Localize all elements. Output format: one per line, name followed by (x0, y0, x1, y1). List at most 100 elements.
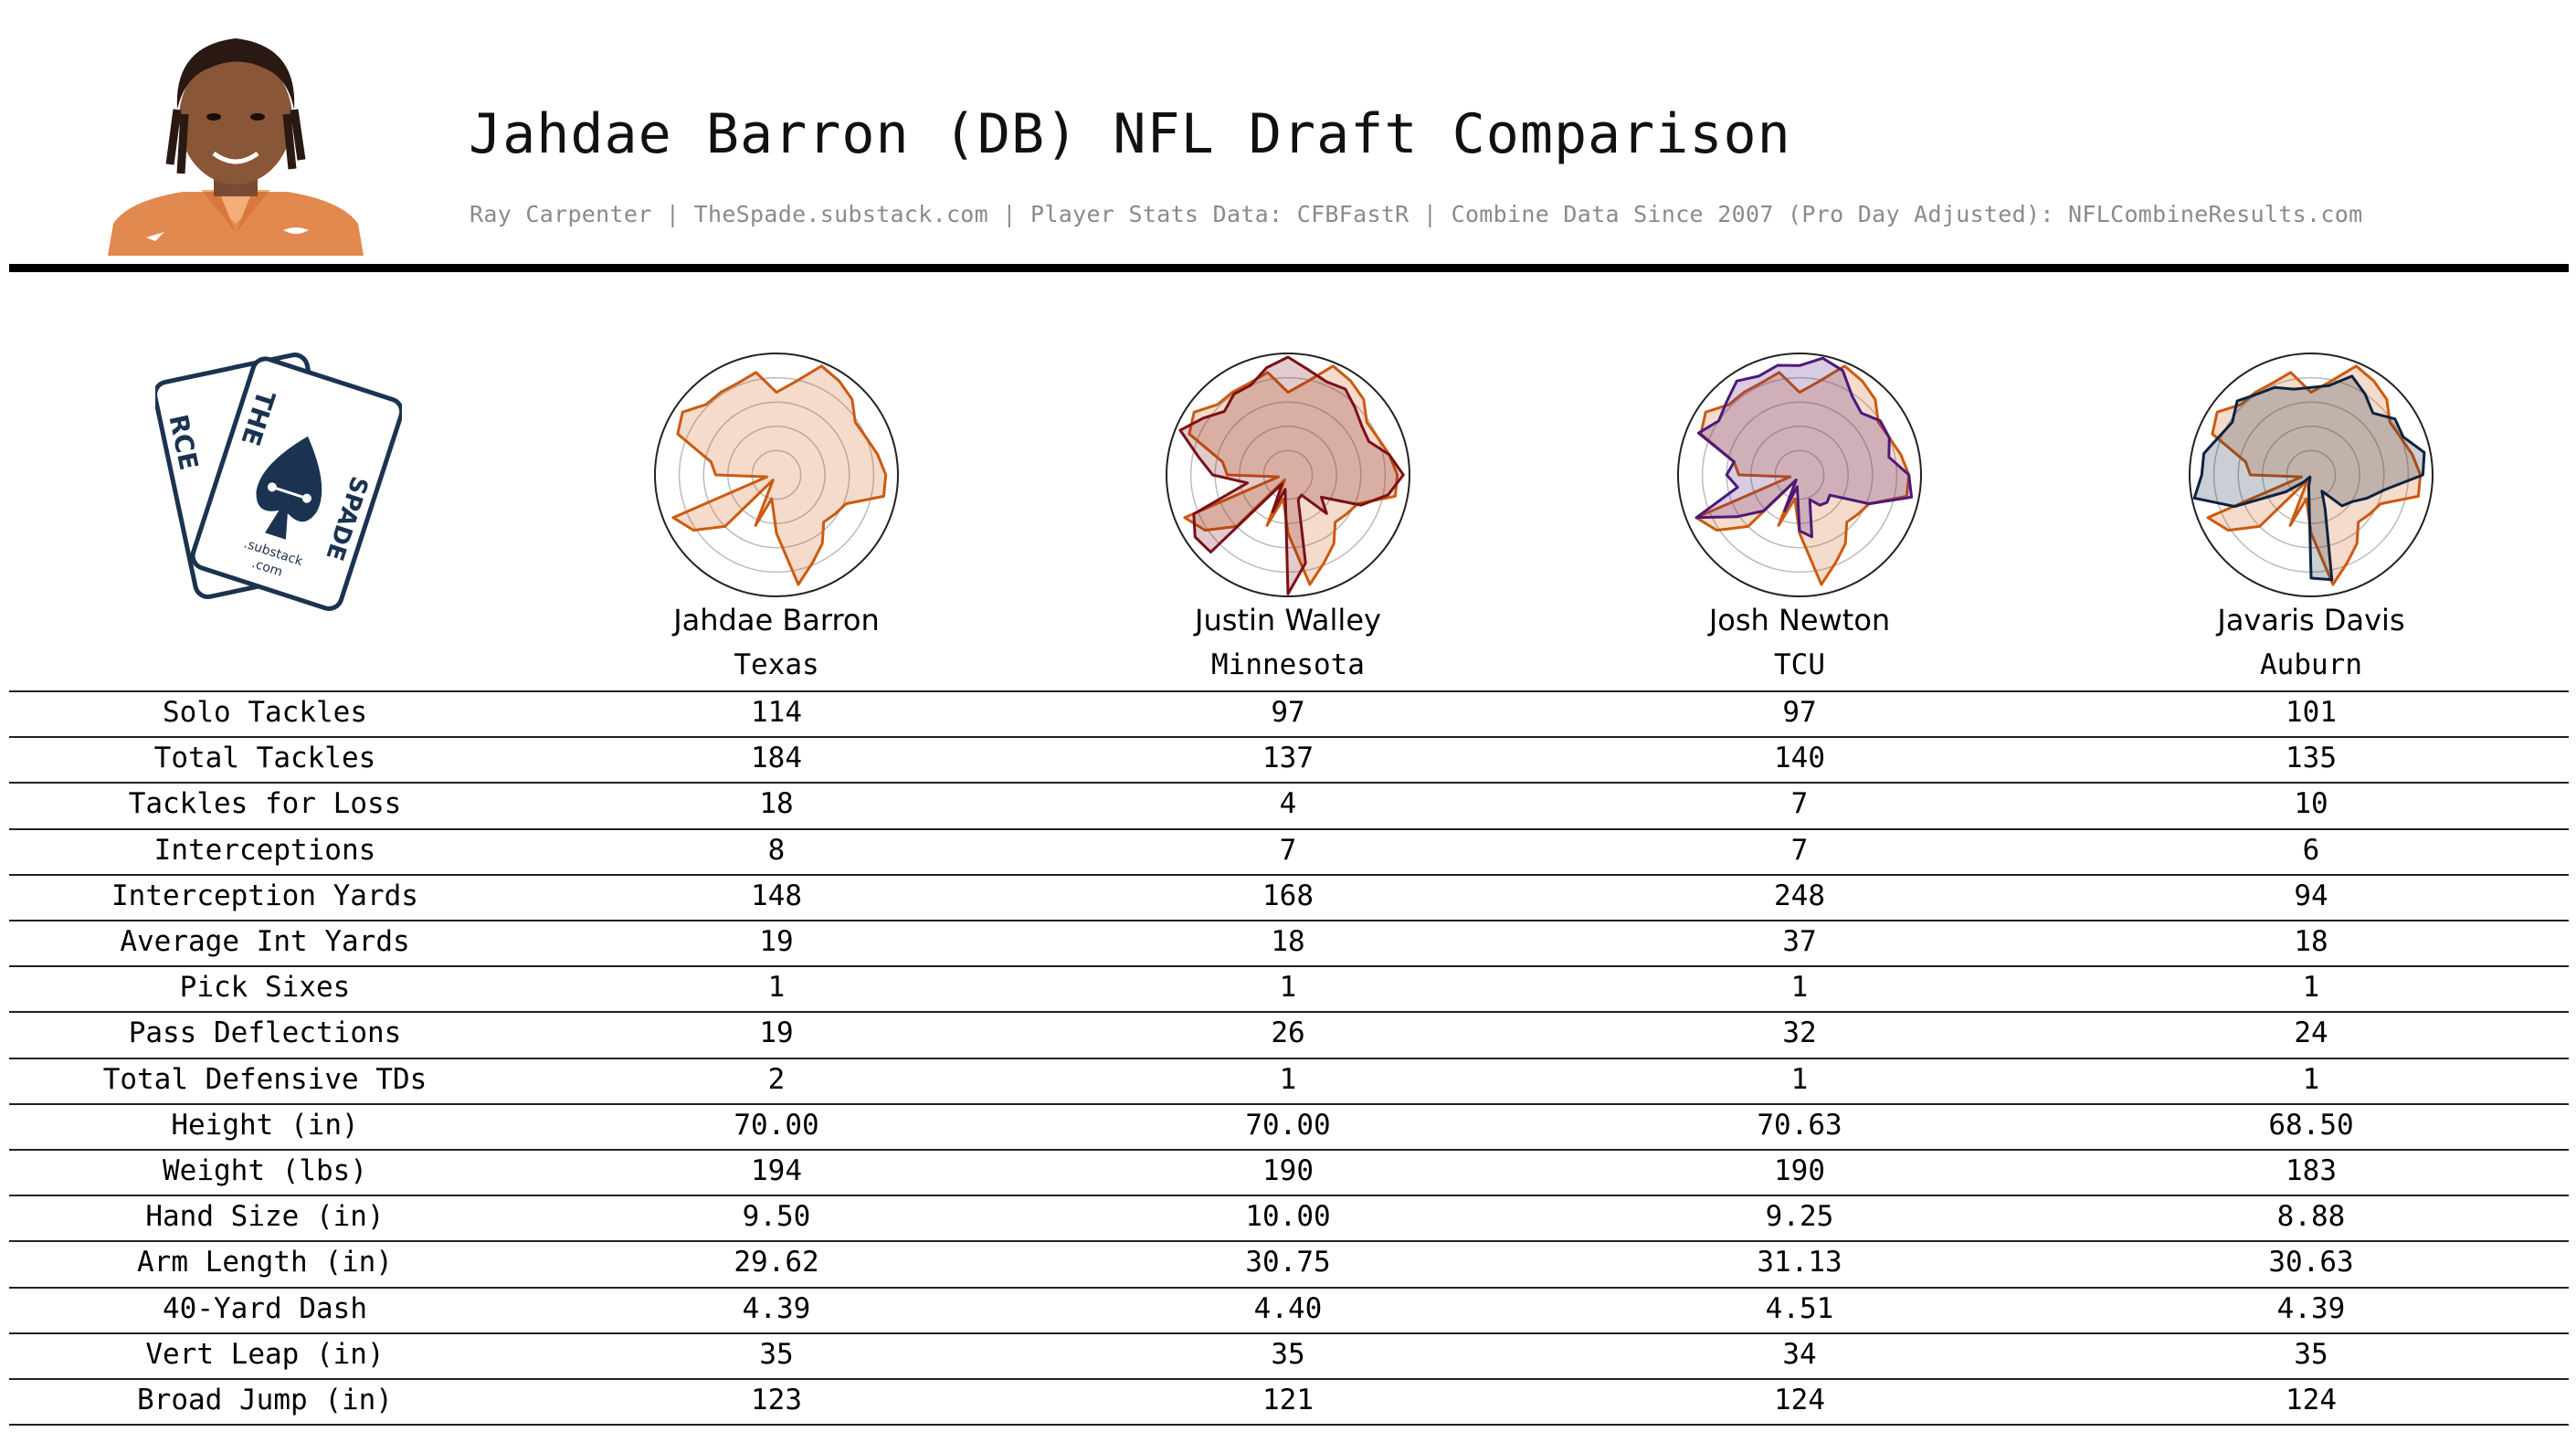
table-cell: 26 (1271, 1016, 1305, 1050)
radar-chart-2 (1677, 353, 1922, 597)
row-label: Arm Length (in) (137, 1246, 393, 1279)
table-rule (9, 965, 2569, 968)
table-cell: 7 (1790, 833, 1809, 867)
table-cell: 8 (767, 833, 786, 867)
the-spade-logo: RCE THE SPADE .substack .com (155, 353, 402, 611)
table-cell: 1 (1279, 1062, 1297, 1096)
table-cell: 4.40 (1253, 1291, 1323, 1325)
radar-series-2 (1694, 356, 1914, 539)
row-label: Interceptions (153, 833, 376, 867)
table-cell: 35 (1271, 1337, 1305, 1371)
player-school: TCU (1774, 648, 1825, 681)
table-cell: 6 (2302, 833, 2320, 867)
table-cell: 124 (2286, 1384, 2337, 1416)
radar-outer-ring (2189, 353, 2433, 597)
table-cell: 137 (1262, 742, 1314, 775)
radar-grid-ring (1701, 376, 1898, 574)
table-cell: 1 (1790, 1062, 1809, 1096)
row-label: Average Int Yards (120, 925, 410, 958)
radar-series-1 (1178, 355, 1405, 595)
table-cell: 32 (1782, 1016, 1817, 1050)
row-label: Pick Sixes (179, 971, 351, 1005)
table-cell: 68.50 (2268, 1108, 2354, 1142)
radar-reference-series (1694, 364, 1911, 586)
table-rule (9, 782, 2569, 784)
row-label: Vert Leap (in) (145, 1337, 385, 1371)
radar-grid-ring (678, 376, 875, 574)
table-cell: 30.63 (2268, 1246, 2354, 1279)
table-rule (9, 1286, 2569, 1289)
table-rule (9, 827, 2569, 830)
row-label: Pass Deflections (128, 1016, 402, 1050)
table-cell: 37 (1782, 925, 1817, 958)
table-rule (9, 1102, 2569, 1105)
player-school: Minnesota (1211, 648, 1365, 681)
table-rule (9, 1378, 2569, 1380)
table-cell: 9.25 (1765, 1200, 1834, 1234)
table-cell: 1 (2302, 1062, 2320, 1096)
table-cell: 148 (751, 879, 802, 912)
table-cell: 35 (759, 1337, 794, 1371)
table-cell: 1 (2302, 971, 2320, 1005)
table-cell: 183 (2286, 1154, 2337, 1187)
table-cell: 70.00 (734, 1108, 819, 1142)
player-school: Texas (734, 648, 819, 681)
row-label: Solo Tackles (163, 696, 367, 729)
table-cell: 184 (751, 742, 802, 775)
player-name: Justin Walley (1195, 603, 1381, 637)
table-cell: 29.62 (734, 1246, 819, 1279)
table-cell: 7 (1279, 833, 1297, 867)
table-cell: 124 (1774, 1384, 1825, 1416)
table-cell: 8.88 (2276, 1200, 2346, 1234)
page-title: Jahdae Barron (DB) NFL Draft Comparison (469, 102, 1791, 166)
row-label: Weight (lbs) (163, 1154, 367, 1187)
table-cell: 123 (751, 1384, 802, 1416)
radar-outer-ring (654, 353, 899, 597)
table-cell: 10 (2294, 787, 2328, 821)
radar-outer-ring (1677, 353, 1922, 597)
row-label: Total Tackles (153, 742, 376, 775)
table-cell: 10.00 (1245, 1200, 1331, 1234)
table-cell: 2 (767, 1062, 786, 1096)
radar-chart-1 (1166, 353, 1410, 597)
table-cell: 4.39 (2276, 1291, 2346, 1325)
table-rule (9, 1011, 2569, 1014)
player-school: Auburn (2260, 648, 2362, 681)
table-cell: 190 (1262, 1154, 1314, 1187)
table-cell: 9.50 (742, 1200, 811, 1234)
table-cell: 140 (1774, 742, 1825, 775)
radar-series-3 (2192, 374, 2426, 582)
table-cell: 1 (1790, 971, 1809, 1005)
table-cell: 31.13 (1757, 1246, 1842, 1279)
table-cell: 168 (1262, 879, 1314, 912)
table-cell: 70.00 (1245, 1108, 1331, 1142)
radar-grid-ring (702, 401, 850, 549)
table-rule (9, 690, 2569, 692)
table-cell: 19 (759, 925, 794, 958)
header-divider (9, 264, 2569, 272)
table-cell: 30.75 (1245, 1246, 1331, 1279)
row-label: 40-Yard Dash (163, 1291, 367, 1325)
table-cell: 135 (2286, 742, 2337, 775)
table-rule (9, 873, 2569, 876)
row-label: Interception Yards (111, 879, 418, 912)
table-cell: 97 (1782, 696, 1817, 729)
table-cell: 190 (1774, 1154, 1825, 1187)
table-rule (9, 1424, 2569, 1427)
table-rule (9, 1195, 2569, 1197)
row-label: Broad Jump (in) (137, 1384, 393, 1416)
row-label: Height (in) (171, 1108, 359, 1142)
table-cell: 248 (1774, 879, 1825, 912)
table-rule (9, 1149, 2569, 1151)
radar-charts (654, 353, 2433, 597)
table-cell: 7 (1790, 787, 1809, 821)
table-cell: 24 (2294, 1016, 2328, 1050)
table-cell: 1 (1279, 971, 1297, 1005)
row-label: Hand Size (in) (145, 1200, 385, 1234)
radar-reference-series (671, 364, 888, 586)
table-cell: 4.39 (742, 1291, 811, 1325)
table-cell: 19 (759, 1016, 794, 1050)
table-cell: 1 (767, 971, 786, 1005)
table-cell: 101 (2286, 696, 2337, 729)
row-label: Total Defensive TDs (102, 1062, 428, 1096)
